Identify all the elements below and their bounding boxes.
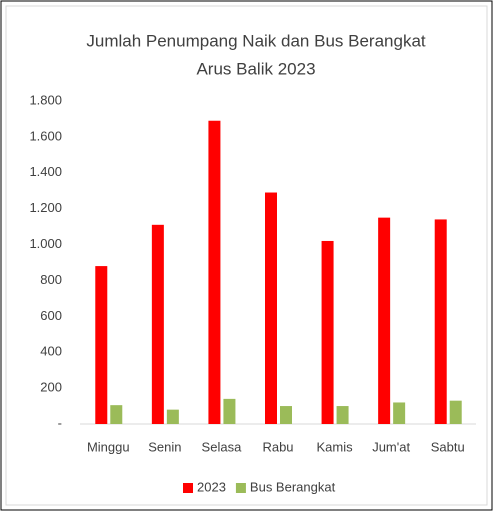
x-tick-label: Kamis xyxy=(317,439,354,454)
bar xyxy=(265,192,277,424)
chart-frame xyxy=(5,5,488,506)
x-tick-label: Minggu xyxy=(87,439,130,454)
bar xyxy=(95,266,108,424)
bar xyxy=(208,120,221,424)
y-tick-label: 1.000 xyxy=(29,236,62,251)
x-tick-label: Senin xyxy=(148,439,181,454)
y-tick-label: 1.200 xyxy=(29,200,62,215)
y-tick-label: 1.600 xyxy=(29,128,62,143)
y-tick-label: 600 xyxy=(40,308,62,323)
bar xyxy=(223,398,236,424)
x-tick-label: Rabu xyxy=(262,439,293,454)
bar xyxy=(151,224,164,424)
y-tick-label: 400 xyxy=(40,344,62,359)
legend-swatch xyxy=(235,483,246,493)
y-tick-label: 200 xyxy=(40,380,62,395)
y-tick-label: 800 xyxy=(40,272,62,287)
x-tick-label: Jum'at xyxy=(372,439,410,454)
chart-title: Arus Balik 2023 xyxy=(196,59,315,78)
bar xyxy=(321,240,334,424)
bar xyxy=(378,217,391,424)
bar xyxy=(449,400,462,424)
x-tick-label: Selasa xyxy=(202,439,243,454)
y-tick-label: 1.800 xyxy=(29,92,62,107)
legend-label: Bus Berangkat xyxy=(250,479,336,494)
legend-label: 2023 xyxy=(197,479,226,494)
bar xyxy=(280,406,292,424)
y-tick-label: - xyxy=(58,415,62,430)
bar xyxy=(166,409,179,424)
bar xyxy=(336,406,349,424)
y-tick-label: 1.400 xyxy=(29,164,62,179)
bar xyxy=(110,405,123,424)
x-tick-label: Sabtu xyxy=(431,439,465,454)
chart-title: Jumlah Penumpang Naik dan Bus Berangkat xyxy=(86,31,426,50)
legend-swatch xyxy=(183,483,193,493)
bar xyxy=(434,219,447,424)
bar xyxy=(393,402,406,424)
